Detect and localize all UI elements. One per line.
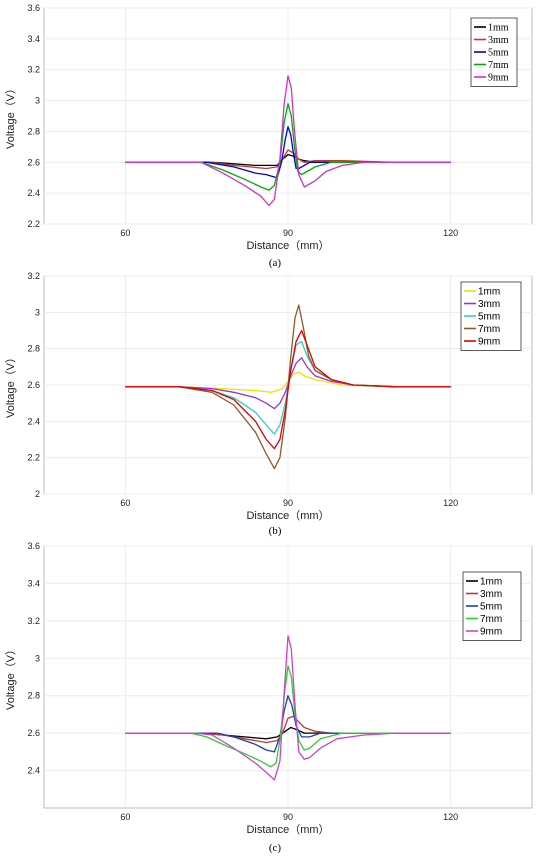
panel-caption: (b) — [269, 525, 282, 537]
y-tick-label: 2.4 — [27, 188, 40, 198]
x-axis-label: Distance（mm） — [246, 239, 329, 252]
legend-label: 1mm — [488, 23, 509, 34]
y-tick-label: 2.2 — [27, 219, 40, 229]
y-tick-label: 3.6 — [27, 3, 40, 13]
legend-label: 5mm — [478, 312, 500, 323]
y-tick-label: 2.4 — [27, 766, 40, 776]
y-tick-label: 2.6 — [27, 728, 40, 738]
legend-label: 5mm — [480, 602, 502, 613]
y-axis-label: Voltage（V） — [4, 352, 17, 418]
x-tick-label: 90 — [283, 498, 293, 508]
x-axis-label: Distance（mm） — [246, 509, 329, 522]
x-tick-label: 120 — [443, 228, 458, 238]
series-line-9mm — [125, 75, 451, 207]
series-line-3mm — [125, 149, 451, 170]
legend-label: 3mm — [488, 35, 509, 46]
y-tick-label: 3.6 — [27, 541, 40, 551]
y-tick-label: 2.6 — [27, 380, 40, 390]
legend-label: 7mm — [480, 614, 502, 625]
y-tick-label: 2.8 — [27, 126, 40, 136]
y-tick-label: 2.8 — [27, 691, 40, 701]
legend-label: 3mm — [480, 589, 502, 600]
y-tick-label: 3.4 — [27, 578, 40, 588]
y-tick-label: 2.8 — [27, 344, 40, 354]
chart-panel-c: 2.4 2.6 2.8 3 3.2 3.4 3.6 60 90 120 Distance（mm） Vo… — [4, 541, 533, 854]
panel-caption: (c) — [269, 842, 282, 854]
y-tick-label: 2 — [35, 489, 40, 499]
x-tick-label: 90 — [283, 228, 293, 238]
legend-label: 5mm — [488, 48, 509, 59]
legend-label: 1mm — [478, 287, 500, 298]
y-tick-label: 3.2 — [27, 616, 40, 626]
series-line-5mm — [125, 126, 451, 179]
y-tick-label: 2.2 — [27, 453, 40, 463]
y-axis-label: Voltage（V） — [4, 83, 17, 149]
legend-label: 9mm — [488, 73, 509, 84]
legend-label: 7mm — [478, 324, 500, 335]
x-tick-label: 120 — [443, 812, 458, 822]
legend-label: 9mm — [478, 337, 500, 348]
y-tick-label: 3.2 — [27, 65, 40, 75]
series-line-9mm — [125, 329, 451, 450]
legend-label: 1mm — [480, 577, 502, 588]
y-tick-label: 3.4 — [27, 34, 40, 44]
x-axis-label: Distance（mm） — [246, 823, 329, 836]
chart-panel-b: 2 2.2 2.4 2.6 2.8 3 3.2 60 90 120 Distance（mm） Volt… — [4, 271, 533, 537]
x-tick-label: 60 — [120, 812, 130, 822]
y-axis-label: Voltage（V） — [4, 644, 17, 710]
panel-caption: (a) — [269, 257, 282, 269]
y-tick-label: 3 — [35, 653, 40, 663]
y-tick-label: 2.6 — [27, 157, 40, 167]
series-line-9mm — [125, 635, 451, 781]
legend-label: 9mm — [480, 627, 502, 638]
legend-label: 7mm — [488, 60, 509, 71]
x-tick-label: 120 — [443, 498, 458, 508]
y-tick-label: 3 — [35, 307, 40, 317]
series-line-7mm — [125, 103, 451, 191]
series-line-5mm — [125, 695, 451, 753]
x-tick-label: 60 — [120, 498, 130, 508]
x-tick-label: 60 — [120, 228, 130, 238]
x-tick-label: 90 — [283, 812, 293, 822]
series-line-3mm — [125, 715, 451, 744]
legend-label: 3mm — [478, 299, 500, 310]
y-tick-label: 3 — [35, 96, 40, 106]
y-tick-label: 3.2 — [27, 271, 40, 281]
chart-panel-a: 2.2 2.4 2.6 2.8 3 3.2 3.4 3.6 60 90 120 Distance（mm… — [4, 3, 533, 269]
y-tick-label: 2.4 — [27, 416, 40, 426]
